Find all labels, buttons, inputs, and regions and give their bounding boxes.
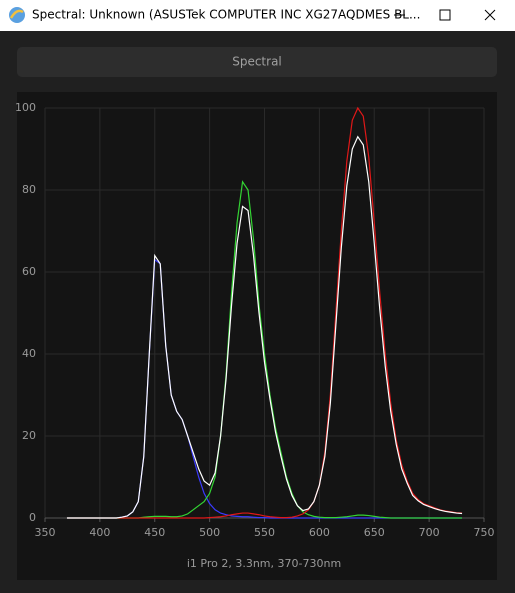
y-tick-label: 20: [22, 429, 36, 442]
close-button[interactable]: [484, 9, 496, 21]
y-tick-label: 100: [15, 101, 36, 114]
spectrum-line: [66, 106, 463, 519]
y-tick-label: 60: [22, 265, 36, 278]
y-tick-label: 40: [22, 347, 36, 360]
x-tick-label: 700: [419, 526, 440, 539]
x-tick-label: 450: [144, 526, 165, 539]
x-tick-label: 750: [474, 526, 495, 539]
x-tick-label: 650: [364, 526, 385, 539]
x-axis-label: i1 Pro 2, 3.3nm, 370-730nm: [187, 557, 341, 570]
x-tick-label: 500: [199, 526, 220, 539]
chart-area: [17, 92, 497, 580]
spectral-button[interactable]: [17, 47, 497, 77]
y-tick-label: 80: [22, 183, 36, 196]
maximize-button[interactable]: [439, 9, 451, 21]
spectrum-line: [66, 135, 463, 519]
app-icon: [9, 7, 25, 23]
y-tick-label: 0: [29, 511, 36, 524]
button-label: Spectral: [232, 55, 282, 69]
window-title: Spectral: Unknown (ASUSTek COMPUTER INC …: [32, 8, 420, 22]
title-bar: [0, 0, 515, 31]
x-tick-label: 600: [309, 526, 330, 539]
x-tick-label: 350: [35, 526, 56, 539]
plot: 0 20 40 60 80 100 350 400 450 500 550 600 650 700 750: [15, 101, 495, 539]
app-icon-stripe: [9, 9, 24, 19]
x-tick-label: 550: [254, 526, 275, 539]
x-tick-label: 400: [89, 526, 110, 539]
